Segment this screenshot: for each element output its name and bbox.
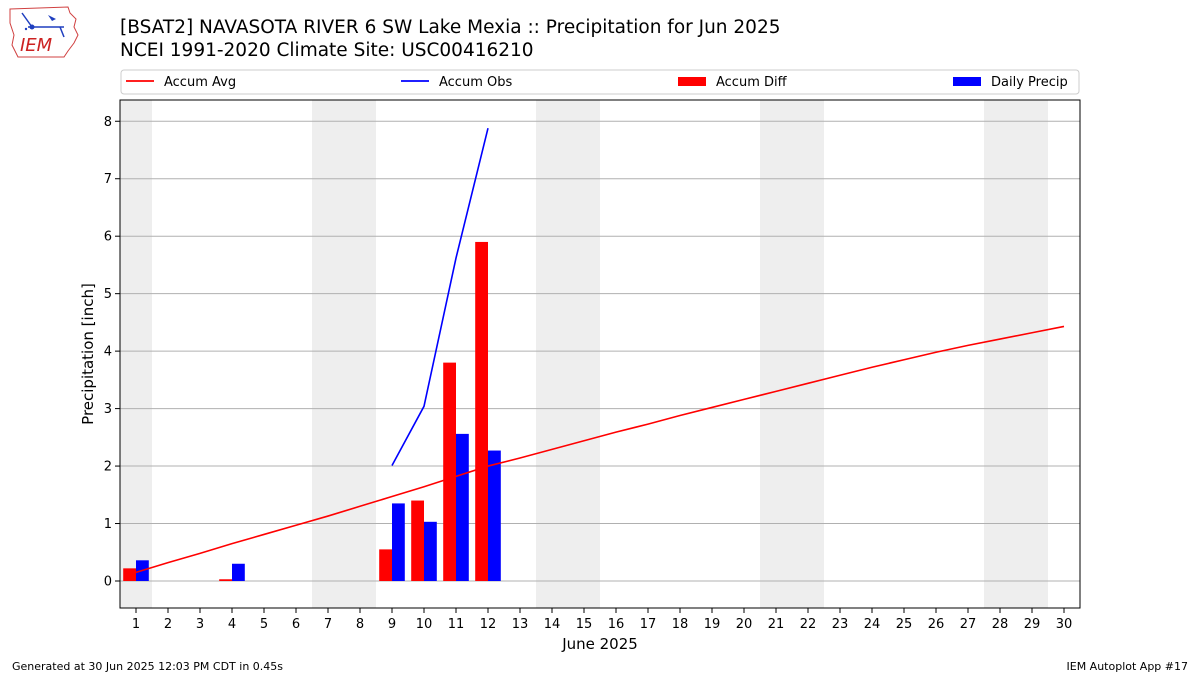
legend-item-2: Accum Diff xyxy=(678,75,788,90)
legend-swatch-3 xyxy=(953,77,981,86)
weekend-shading xyxy=(120,100,1048,608)
x-tick-label-26: 26 xyxy=(928,617,945,632)
x-tick-label-27: 27 xyxy=(960,617,977,632)
x-tick-label-14: 14 xyxy=(544,617,561,632)
x-tick-label-22: 22 xyxy=(800,617,817,632)
weekend-band-0 xyxy=(120,100,152,608)
x-tick-label-13: 13 xyxy=(512,617,529,632)
x-tick-label-8: 8 xyxy=(356,617,364,632)
x-tick-label-6: 6 xyxy=(292,617,300,632)
y-tick-label-2: 2 xyxy=(104,460,112,475)
iem-logo: IEM xyxy=(8,5,82,63)
x-tick-label-7: 7 xyxy=(324,617,332,632)
accum-diff-bar-11 xyxy=(443,362,456,581)
x-tick-label-18: 18 xyxy=(672,617,689,632)
y-axis-label: Precipitation [inch] xyxy=(79,283,97,425)
x-tick-label-23: 23 xyxy=(832,617,849,632)
legend-swatch-2 xyxy=(678,77,706,86)
y-grid xyxy=(120,120,1080,582)
daily-precip-bar-11 xyxy=(456,433,469,581)
logo-text: IEM xyxy=(20,35,53,56)
x-tick-label-17: 17 xyxy=(640,617,657,632)
accum-diff-bar-1 xyxy=(123,568,136,581)
chart-title: [BSAT2] NAVASOTA RIVER 6 SW Lake Mexia :… xyxy=(120,17,781,38)
generated-timestamp: Generated at 30 Jun 2025 12:03 PM CDT in… xyxy=(12,660,284,673)
legend-label-3: Daily Precip xyxy=(991,75,1068,90)
y-tick-label-7: 7 xyxy=(104,172,112,187)
x-tick-label-29: 29 xyxy=(1024,617,1041,632)
daily-precip-bar-10 xyxy=(424,521,437,581)
x-tick-label-3: 3 xyxy=(196,617,204,632)
x-tick-label-30: 30 xyxy=(1056,617,1073,632)
x-tick-label-2: 2 xyxy=(164,617,172,632)
legend-label-0: Accum Avg xyxy=(164,75,236,90)
x-tick-label-20: 20 xyxy=(736,617,753,632)
chart-subtitle: NCEI 1991-2020 Climate Site: USC00416210 xyxy=(120,40,534,61)
daily-precip-bar-9 xyxy=(392,503,405,581)
y-axis-ticks: 0 1 2 3 4 5 6 7 8 xyxy=(104,115,120,589)
weekend-band-4 xyxy=(984,100,1048,608)
weekend-band-2 xyxy=(536,100,600,608)
accum-diff-bar-12 xyxy=(475,241,488,581)
legend-item-1: Accum Obs xyxy=(401,75,512,90)
y-tick-label-1: 1 xyxy=(104,517,112,532)
x-tick-label-1: 1 xyxy=(132,617,140,632)
legend-item-3: Daily Precip xyxy=(953,75,1068,90)
bars xyxy=(123,241,501,581)
x-tick-label-9: 9 xyxy=(388,617,396,632)
accum-obs-line xyxy=(391,127,489,466)
x-tick-label-21: 21 xyxy=(768,617,785,632)
x-tick-label-10: 10 xyxy=(416,617,433,632)
x-tick-label-15: 15 xyxy=(576,617,593,632)
weekend-band-3 xyxy=(760,100,824,608)
legend-label-1: Accum Obs xyxy=(439,75,512,90)
app-id: IEM Autoplot App #17 xyxy=(1066,660,1189,673)
x-tick-label-24: 24 xyxy=(864,617,881,632)
accum-diff-bar-10 xyxy=(411,500,424,581)
legend-label-2: Accum Diff xyxy=(716,75,788,90)
y-tick-label-6: 6 xyxy=(104,230,112,245)
legend-item-0: Accum Avg xyxy=(126,75,236,90)
y-tick-label-8: 8 xyxy=(104,115,112,130)
weekend-band-1 xyxy=(312,100,376,608)
accum-diff-bar-4 xyxy=(219,579,232,581)
y-tick-label-4: 4 xyxy=(104,345,112,360)
x-tick-label-19: 19 xyxy=(704,617,721,632)
x-tick-label-12: 12 xyxy=(480,617,497,632)
x-axis-ticks: 1 2 3 4 5 6 7 8 9 10 11 12 13 14 15 16 17 18 19 20 21 22 23 24 2… xyxy=(132,608,1072,632)
x-tick-label-25: 25 xyxy=(896,617,913,632)
accum-avg-line xyxy=(135,325,1065,574)
x-tick-label-16: 16 xyxy=(608,617,625,632)
daily-precip-bar-12 xyxy=(488,450,501,581)
legend: Accum Avg Accum Obs Accum Diff Daily Precip xyxy=(120,69,1080,95)
x-axis-label: June 2025 xyxy=(561,635,638,653)
accum-diff-bar-9 xyxy=(379,549,392,581)
daily-precip-bar-4 xyxy=(232,563,245,581)
y-tick-label-0: 0 xyxy=(104,574,112,589)
x-tick-label-5: 5 xyxy=(260,617,268,632)
x-tick-label-4: 4 xyxy=(228,617,236,632)
plot-frame xyxy=(119,99,1081,609)
y-tick-label-3: 3 xyxy=(104,402,112,417)
x-tick-label-11: 11 xyxy=(448,617,465,632)
x-tick-label-28: 28 xyxy=(992,617,1009,632)
lines xyxy=(135,127,1065,574)
y-tick-label-5: 5 xyxy=(104,287,112,302)
